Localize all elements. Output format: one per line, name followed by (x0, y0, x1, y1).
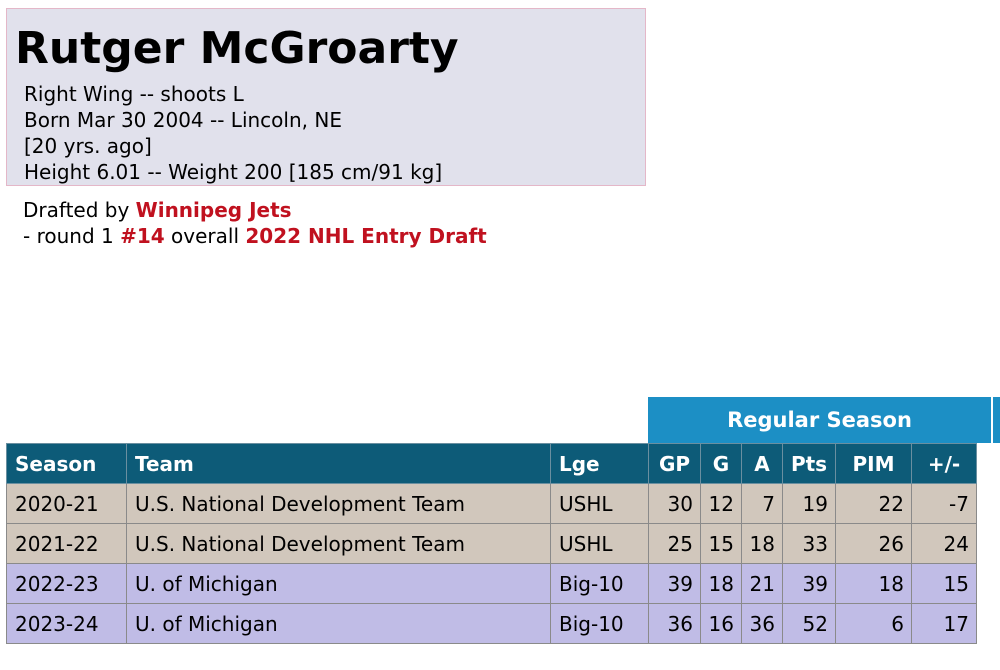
cell-g: 16 (700, 603, 742, 644)
cell-team[interactable]: U. of Michigan (126, 563, 551, 604)
playoffs-header-edge (993, 397, 1000, 443)
stats-table: Season Team Lge GP G A Pts PIM +/- 2020-… (6, 443, 977, 644)
cell-g: 18 (700, 563, 742, 604)
cell-gp: 30 (648, 483, 701, 524)
cell-season: 2022-23 (6, 563, 127, 604)
cell-a: 18 (741, 523, 783, 564)
cell-a: 36 (741, 603, 783, 644)
cell-plus-minus: 24 (911, 523, 977, 564)
col-games-played[interactable]: GP (648, 443, 701, 484)
col-season[interactable]: Season (6, 443, 127, 484)
cell-season: 2020-21 (6, 483, 127, 524)
cell-plus-minus: 17 (911, 603, 977, 644)
draft-event-link[interactable]: 2022 NHL Entry Draft (245, 224, 487, 248)
cell-plus-minus: 15 (911, 563, 977, 604)
cell-pts: 52 (782, 603, 836, 644)
draft-round: - round 1 (23, 224, 121, 248)
cell-pts: 33 (782, 523, 836, 564)
cell-league: Big-10 (550, 563, 649, 604)
cell-plus-minus: -7 (911, 483, 977, 524)
draft-overall: overall (164, 224, 246, 248)
cell-season: 2023-24 (6, 603, 127, 644)
col-penalty-minutes[interactable]: PIM (835, 443, 912, 484)
col-assists[interactable]: A (741, 443, 783, 484)
cell-team[interactable]: U.S. National Development Team (126, 523, 551, 564)
cell-gp: 25 (648, 523, 701, 564)
cell-league: USHL (550, 523, 649, 564)
player-size: Height 6.01 -- Weight 200 [185 cm/91 kg] (24, 160, 443, 184)
cell-g: 15 (700, 523, 742, 564)
table-row: 2020-21 U.S. National Development Team U… (6, 483, 977, 524)
col-team[interactable]: Team (126, 443, 551, 484)
cell-season: 2021-22 (6, 523, 127, 564)
col-goals[interactable]: G (700, 443, 742, 484)
draft-team-link[interactable]: Winnipeg Jets (135, 198, 292, 222)
cell-gp: 36 (648, 603, 701, 644)
cell-a: 7 (741, 483, 783, 524)
cell-league: USHL (550, 483, 649, 524)
table-row: 2022-23 U. of Michigan Big-10 39 18 21 3… (6, 563, 977, 604)
draft-pick: #14 (120, 224, 165, 248)
cell-pts: 39 (782, 563, 836, 604)
player-bio-box: Rutger McGroarty Right Wing -- shoots L … (6, 8, 646, 186)
draft-pick-line: - round 1 #14 overall 2022 NHL Entry Dra… (23, 223, 487, 249)
col-points[interactable]: Pts (782, 443, 836, 484)
stats-header-row: Season Team Lge GP G A Pts PIM +/- (6, 443, 977, 484)
col-league[interactable]: Lge (550, 443, 649, 484)
cell-pim: 18 (835, 563, 912, 604)
table-row: 2023-24 U. of Michigan Big-10 36 16 36 5… (6, 603, 977, 644)
cell-team[interactable]: U.S. National Development Team (126, 483, 551, 524)
cell-league: Big-10 (550, 603, 649, 644)
player-name: Rutger McGroarty (15, 23, 459, 74)
cell-gp: 39 (648, 563, 701, 604)
player-position: Right Wing -- shoots L (24, 82, 244, 106)
cell-a: 21 (741, 563, 783, 604)
draft-team-line: Drafted by Winnipeg Jets (23, 197, 292, 223)
regular-season-label: Regular Season (727, 408, 912, 432)
player-age: [20 yrs. ago] (24, 134, 152, 158)
cell-pts: 19 (782, 483, 836, 524)
cell-team[interactable]: U. of Michigan (126, 603, 551, 644)
table-row: 2021-22 U.S. National Development Team U… (6, 523, 977, 564)
cell-pim: 22 (835, 483, 912, 524)
col-plus-minus[interactable]: +/- (911, 443, 977, 484)
cell-g: 12 (700, 483, 742, 524)
regular-season-header: Regular Season (648, 397, 991, 443)
cell-pim: 6 (835, 603, 912, 644)
player-birth: Born Mar 30 2004 -- Lincoln, NE (24, 108, 342, 132)
cell-pim: 26 (835, 523, 912, 564)
draft-prefix: Drafted by (23, 198, 136, 222)
